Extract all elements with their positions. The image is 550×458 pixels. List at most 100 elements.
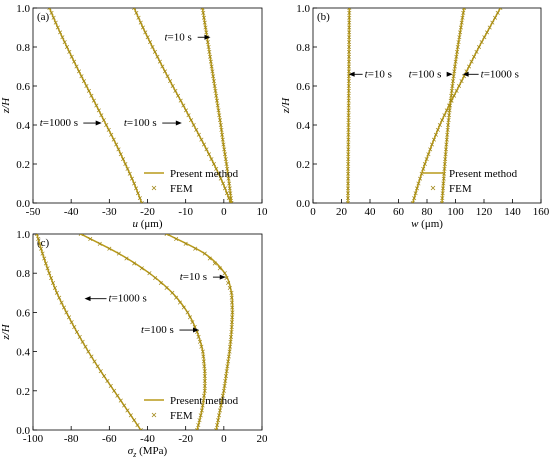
fem-marker	[421, 166, 426, 171]
y-axis-label: z/H	[280, 97, 292, 114]
fem-marker	[230, 310, 235, 315]
fem-marker	[345, 200, 350, 203]
fem-marker	[435, 127, 440, 132]
fem-marker	[450, 79, 456, 84]
fem-marker	[134, 186, 139, 191]
annotation: t=10 s	[348, 68, 392, 80]
fem-marker	[181, 103, 186, 108]
fem-marker	[193, 246, 198, 251]
fem-marker	[69, 320, 74, 325]
fem-marker	[194, 127, 199, 132]
fem-marker	[69, 54, 74, 59]
fem-marker	[440, 191, 445, 196]
fem-marker	[229, 200, 234, 203]
fem-marker	[484, 30, 490, 35]
fem-marker	[221, 142, 226, 147]
fem-marker	[97, 241, 102, 246]
annotation-value: =1000 s	[484, 68, 519, 80]
fem-marker	[207, 256, 212, 261]
fem-marker	[457, 83, 462, 89]
fem-marker	[89, 93, 94, 98]
fem-marker	[145, 35, 150, 40]
fem-marker	[178, 98, 183, 103]
fem-marker	[446, 122, 451, 128]
fem-marker	[134, 10, 139, 15]
fem-marker	[164, 234, 169, 237]
annotation: t=100 s	[124, 117, 182, 129]
fem-marker	[454, 54, 459, 59]
fem-marker	[148, 40, 153, 45]
fem-marker	[135, 191, 141, 196]
fem-marker	[118, 152, 123, 157]
annotation-var: t	[40, 117, 44, 129]
fem-marker	[225, 171, 230, 176]
x-tick-label: 40	[365, 206, 377, 218]
x-tick-label: 20	[257, 433, 269, 445]
fem-marker	[452, 69, 457, 74]
fem-marker	[152, 49, 157, 54]
fem-marker	[201, 15, 207, 20]
fem-marker	[479, 40, 484, 45]
fem-marker	[173, 88, 178, 93]
fem-marker	[439, 200, 445, 203]
fem-marker	[482, 35, 487, 40]
fem-marker	[346, 118, 351, 123]
fem-marker	[39, 246, 44, 251]
fem-marker	[107, 246, 112, 251]
fem-marker	[210, 69, 215, 74]
fem-marker	[471, 54, 477, 59]
fem-marker	[204, 147, 209, 152]
fem-marker	[211, 161, 216, 167]
fem-marker	[462, 8, 467, 11]
annotation-var: t	[409, 68, 413, 80]
fem-marker	[186, 113, 191, 118]
x-tick-label: 60	[393, 206, 405, 218]
fem-marker	[346, 64, 351, 69]
fem-marker	[227, 285, 232, 290]
annotation-label: t=1000 s	[481, 68, 519, 80]
fem-marker	[431, 137, 436, 142]
fem-marker	[441, 181, 446, 186]
fem-marker	[215, 103, 220, 108]
fem-marker	[102, 374, 107, 379]
fem-marker	[101, 118, 106, 123]
fem-marker	[452, 93, 457, 98]
fem-marker	[346, 127, 351, 132]
legend-line-label: Present method	[449, 168, 518, 180]
fem-marker	[218, 403, 224, 408]
fem-marker	[50, 280, 56, 286]
x-tick-label: -100	[23, 433, 44, 445]
fem-marker	[47, 8, 52, 11]
fem-marker	[459, 79, 464, 84]
fem-marker	[346, 147, 351, 152]
fem-marker	[454, 88, 459, 93]
fem-marker	[443, 152, 448, 157]
fem-marker	[111, 137, 116, 142]
fem-marker	[124, 256, 129, 261]
fem-marker	[217, 113, 222, 118]
fem-marker	[49, 10, 54, 15]
fem-marker	[191, 122, 196, 128]
x-tick-label: -40	[140, 433, 155, 445]
fem-marker	[346, 181, 351, 186]
fem-marker	[490, 20, 495, 25]
annotation: t=10 s	[164, 31, 211, 43]
fem-marker	[174, 295, 179, 300]
fem-marker	[346, 93, 351, 98]
fem-marker	[476, 44, 482, 50]
x-axis-subscript: z	[132, 450, 137, 458]
x-tick-label: 20	[336, 206, 348, 218]
fem-marker	[211, 74, 216, 79]
fem-marker	[47, 271, 52, 276]
y-axis-label: z/H	[0, 97, 12, 114]
fem-marker	[200, 403, 205, 408]
fem-marker	[86, 88, 91, 93]
fem-marker	[209, 64, 214, 69]
fem-marker	[202, 364, 207, 369]
fem-marker	[224, 276, 229, 281]
fem-marker	[128, 413, 133, 418]
fem-marker	[222, 186, 228, 191]
fem-marker	[64, 44, 70, 50]
fem-marker	[347, 25, 352, 30]
y-tick-label: 0.2	[16, 159, 30, 171]
